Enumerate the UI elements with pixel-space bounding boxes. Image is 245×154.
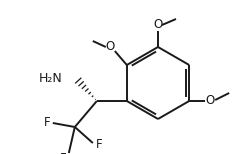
- Text: F: F: [44, 116, 50, 130]
- Text: F: F: [60, 152, 66, 154]
- Text: O: O: [153, 18, 163, 30]
- Text: O: O: [105, 41, 114, 53]
- Text: F: F: [96, 138, 102, 152]
- Text: O: O: [206, 95, 215, 107]
- Text: H₂N: H₂N: [39, 71, 63, 85]
